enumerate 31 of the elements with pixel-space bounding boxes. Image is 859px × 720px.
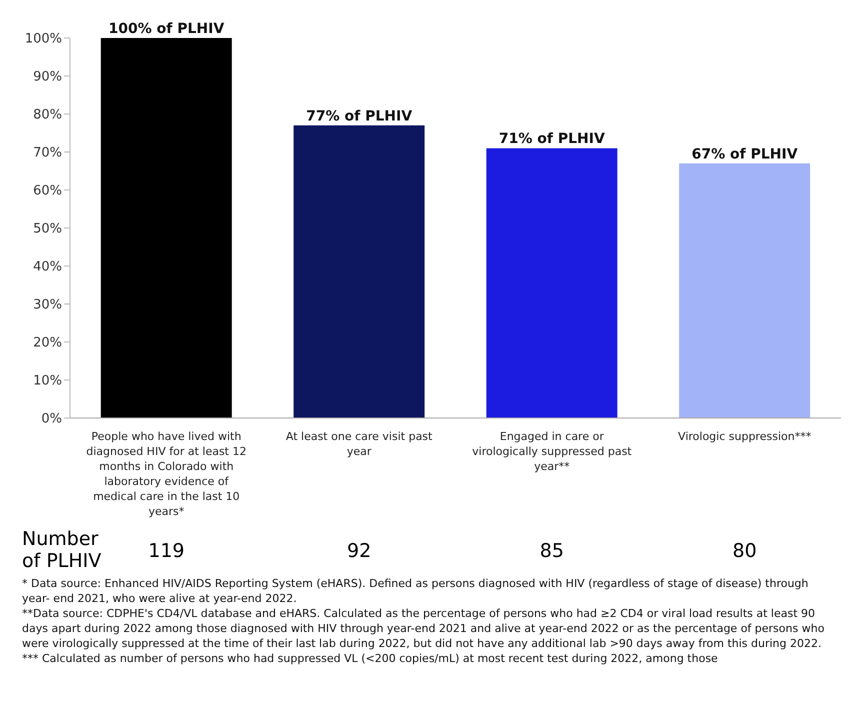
y-tick-label: 40% — [33, 260, 62, 275]
x-tick-label: At least one care visit past year — [286, 430, 434, 458]
text: 80 — [732, 540, 758, 562]
bar — [100, 38, 232, 418]
y-tick-label: 30% — [33, 298, 62, 313]
data-label: 67% of PLHIV — [692, 146, 798, 162]
y-tick-label: 50% — [33, 222, 62, 237]
x-tick-label: Engaged in care or virologically suppressed past year** — [472, 430, 632, 473]
text: 119 — [148, 540, 184, 562]
y-tick-label: 70% — [33, 146, 62, 161]
text: 92 — [346, 540, 372, 562]
bar — [486, 148, 618, 418]
y-tick-label: 20% — [33, 336, 62, 351]
y-tick-label: 0% — [41, 412, 62, 427]
text: *** Calculated as number of persons who had suppressed VL (<200 copies/mL) at most recent test during 2022, among those — [22, 651, 719, 666]
data-label: 71% of PLHIV — [498, 131, 605, 148]
y-tick-label: 80% — [33, 108, 62, 123]
y-tick-label: 90% — [33, 70, 62, 85]
text: 85 — [538, 540, 565, 562]
y-tick-label: 10% — [33, 374, 62, 389]
x-tick-label: People who have lived with diagnosed HIV for at least 12 months in Colorado with laboratory evidence of medical care in the last 10 years* — [86, 430, 247, 518]
y-tick-label: 100% — [24, 32, 62, 47]
data-label: 100% of PLHIV — [108, 21, 224, 37]
text: **Data source: CDPHE's CD4/VL database and eHARS. Calculated as the percentage of persons who had ≥2 CD4 or viral load results at least 90 days apart during 2022 among those diagnosed with HIV through year-end 2021 and alive at year-end 2022 or as the percentage of persons who were virologically suppressed at the time of their last lab during 2022, but did not have any additional lab >90 days away from this during 2022. — [22, 606, 826, 651]
data-label: 77% of PLHIV — [306, 108, 412, 124]
x-tick-label: Virologic suppression*** — [678, 430, 812, 443]
text: Number of PLHIV — [22, 528, 102, 572]
y-tick-label: 60% — [33, 184, 62, 199]
bar — [294, 125, 425, 418]
text: * Data source: Enhanced HIV/AIDS Reporting System (eHARS). Defined as persons diagnosed with HIV (regardless of stage of disease) through year- end 2021, who were alive at year-end 2022. — [22, 576, 810, 606]
bar — [679, 163, 810, 418]
